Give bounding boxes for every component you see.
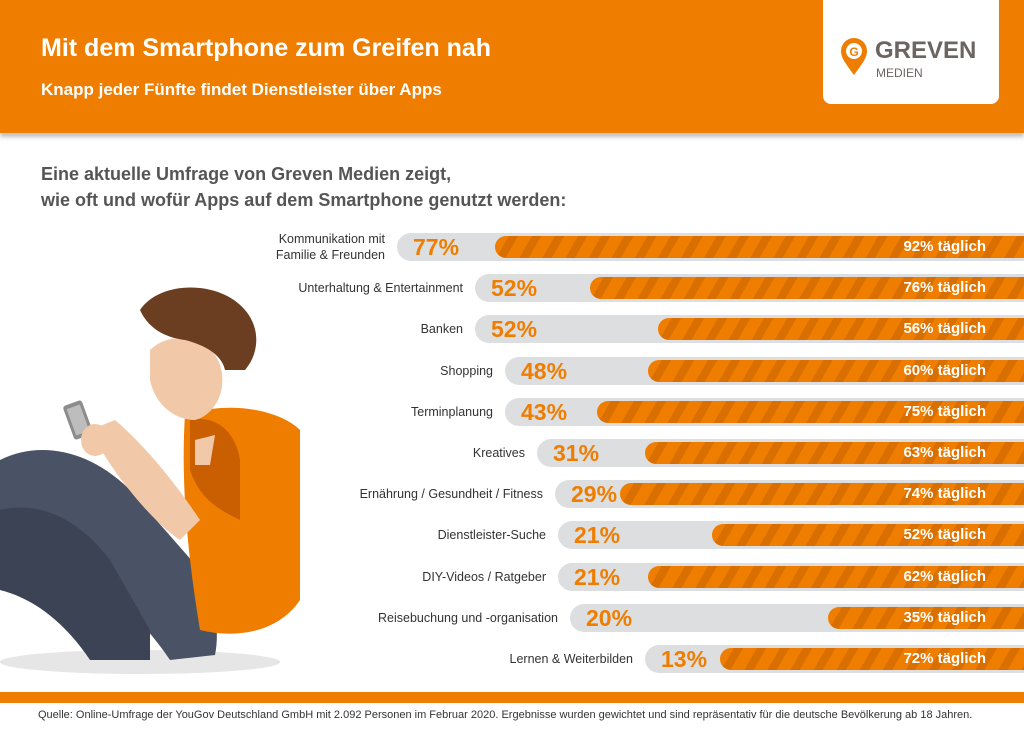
usage-value-label: 21% bbox=[574, 563, 621, 590]
daily-value-label: 74% täglich bbox=[903, 485, 986, 503]
bar-row: Dienstleister-Suche 21% 52% täglich bbox=[0, 520, 1024, 550]
daily-bar bbox=[495, 236, 1024, 258]
category-label: Lernen & Weiterbilden bbox=[509, 652, 633, 666]
usage-value-label: 29% bbox=[571, 481, 618, 508]
usage-value-label: 52% bbox=[491, 316, 538, 343]
intro-text: Eine aktuelle Umfrage von Greven Medien … bbox=[41, 161, 566, 213]
daily-bar bbox=[620, 483, 1024, 506]
daily-bar bbox=[658, 318, 1024, 341]
daily-value-label: 92% täglich bbox=[903, 238, 986, 255]
bar-row: Kommunikation mit Familie & Freunden 77%… bbox=[0, 232, 1024, 262]
daily-bar bbox=[590, 277, 1024, 300]
logo-sub: MEDIEN bbox=[876, 66, 923, 80]
bar-row: Reisebuchung und -organisation 20% 35% t… bbox=[0, 603, 1024, 633]
daily-value-label: 63% täglich bbox=[903, 444, 986, 461]
daily-value-label: 62% täglich bbox=[903, 567, 986, 585]
usage-value-label: 43% bbox=[521, 398, 568, 425]
intro-line-2: wie oft und wofür Apps auf dem Smartphon… bbox=[41, 190, 567, 210]
usage-value-label: 13% bbox=[661, 646, 708, 672]
daily-value-label: 35% täglich bbox=[903, 608, 986, 626]
bar-row: DIY-Videos / Ratgeber 21% 62% täglich bbox=[0, 562, 1024, 592]
daily-value-label: 72% täglich bbox=[903, 650, 986, 667]
usage-value-label: 48% bbox=[521, 357, 568, 384]
daily-bar bbox=[720, 648, 1024, 670]
daily-value-label: 60% täglich bbox=[903, 361, 986, 379]
person-with-smartphone-illustration bbox=[0, 287, 300, 674]
footer-band bbox=[0, 692, 1024, 703]
category-label: Reisebuchung und -organisation bbox=[378, 610, 558, 625]
page-title: Mit dem Smartphone zum Greifen nah bbox=[41, 34, 492, 62]
usage-value-label: 52% bbox=[491, 275, 538, 302]
daily-value-label: 75% täglich bbox=[903, 402, 986, 420]
daily-value-label: 52% täglich bbox=[903, 526, 986, 544]
category-label: Dienstleister-Suche bbox=[437, 528, 546, 543]
page-subtitle: Knapp jeder Fünfte findet Dienstleister … bbox=[41, 80, 442, 99]
daily-value-label: 56% täglich bbox=[903, 320, 986, 338]
daily-bar bbox=[597, 400, 1024, 423]
header-banner: Mit dem Smartphone zum Greifen nah Knapp… bbox=[0, 0, 1024, 133]
logo-name: GREVEN bbox=[875, 37, 977, 64]
bar-row: Banken 52% 56% täglich bbox=[0, 314, 1024, 344]
usage-value-label: 20% bbox=[586, 604, 633, 631]
daily-value-label: 76% täglich bbox=[903, 279, 986, 297]
usage-value-label: 21% bbox=[574, 522, 621, 549]
category-label: Kreatives bbox=[472, 446, 525, 460]
usage-value-label: 77% bbox=[413, 234, 460, 260]
category-label: Ernährung / Gesundheit / Fitness bbox=[359, 487, 543, 502]
category-label: Kommunikation mit Familie & Freunden bbox=[275, 232, 385, 262]
daily-bar bbox=[648, 565, 1024, 588]
bar-row: Lernen & Weiterbilden 13% 72% täglich bbox=[0, 644, 1024, 674]
category-label: Banken bbox=[420, 322, 463, 337]
daily-bar bbox=[645, 442, 1024, 464]
source-note: Quelle: Online-Umfrage der YouGov Deutsc… bbox=[38, 709, 973, 721]
daily-bar bbox=[828, 606, 1024, 629]
bar-row: Terminplanung 43% 75% täglich bbox=[0, 397, 1024, 427]
bar-row: Ernährung / Gesundheit / Fitness 29% 74%… bbox=[0, 479, 1024, 509]
category-label: Unterhaltung & Entertainment bbox=[298, 281, 463, 296]
intro-line-1: Eine aktuelle Umfrage von Greven Medien … bbox=[41, 164, 452, 184]
location-pin-icon: G bbox=[841, 38, 867, 75]
category-label: Terminplanung bbox=[411, 404, 493, 419]
usage-value-label: 31% bbox=[553, 440, 600, 466]
daily-bar bbox=[712, 524, 1024, 547]
category-label: DIY-Videos / Ratgeber bbox=[422, 569, 546, 584]
bar-row: Kreatives 31% 63% täglich bbox=[0, 438, 1024, 468]
greven-logo: G GREVEN MEDIEN bbox=[823, 0, 999, 104]
bar-row: Shopping 48% 60% täglich bbox=[0, 356, 1024, 386]
category-label: Shopping bbox=[440, 363, 493, 378]
bar-row: Unterhaltung & Entertainment 52% 76% täg… bbox=[0, 273, 1024, 303]
svg-text:G: G bbox=[849, 45, 858, 59]
daily-bar bbox=[648, 359, 1024, 382]
